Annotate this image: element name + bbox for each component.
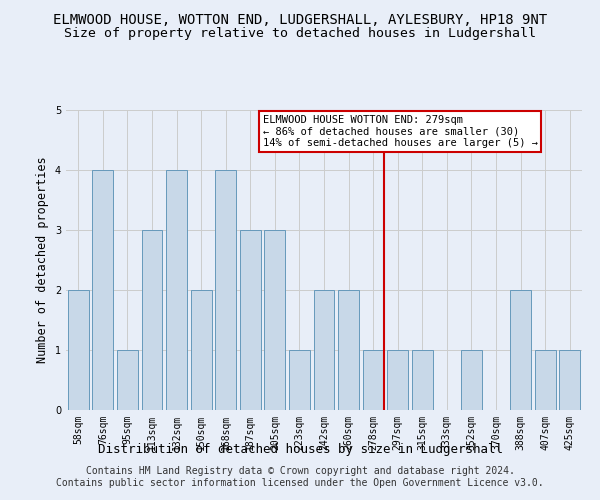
- Bar: [240, 230, 261, 410]
- Bar: [142, 230, 163, 410]
- Text: Contains HM Land Registry data © Crown copyright and database right 2024.
Contai: Contains HM Land Registry data © Crown c…: [56, 466, 544, 487]
- Bar: [461, 350, 482, 410]
- Bar: [387, 350, 408, 410]
- Bar: [535, 350, 556, 410]
- Text: ELMWOOD HOUSE WOTTON END: 279sqm
← 86% of detached houses are smaller (30)
14% o: ELMWOOD HOUSE WOTTON END: 279sqm ← 86% o…: [263, 115, 538, 148]
- Bar: [362, 350, 383, 410]
- Bar: [166, 170, 187, 410]
- Text: Size of property relative to detached houses in Ludgershall: Size of property relative to detached ho…: [64, 28, 536, 40]
- Bar: [215, 170, 236, 410]
- Bar: [559, 350, 580, 410]
- Text: ELMWOOD HOUSE, WOTTON END, LUDGERSHALL, AYLESBURY, HP18 9NT: ELMWOOD HOUSE, WOTTON END, LUDGERSHALL, …: [53, 12, 547, 26]
- Bar: [289, 350, 310, 410]
- Bar: [510, 290, 531, 410]
- Text: Distribution of detached houses by size in Ludgershall: Distribution of detached houses by size …: [97, 442, 503, 456]
- Y-axis label: Number of detached properties: Number of detached properties: [37, 156, 49, 364]
- Bar: [191, 290, 212, 410]
- Bar: [314, 290, 334, 410]
- Bar: [92, 170, 113, 410]
- Bar: [265, 230, 286, 410]
- Bar: [68, 290, 89, 410]
- Bar: [412, 350, 433, 410]
- Bar: [117, 350, 138, 410]
- Bar: [338, 290, 359, 410]
